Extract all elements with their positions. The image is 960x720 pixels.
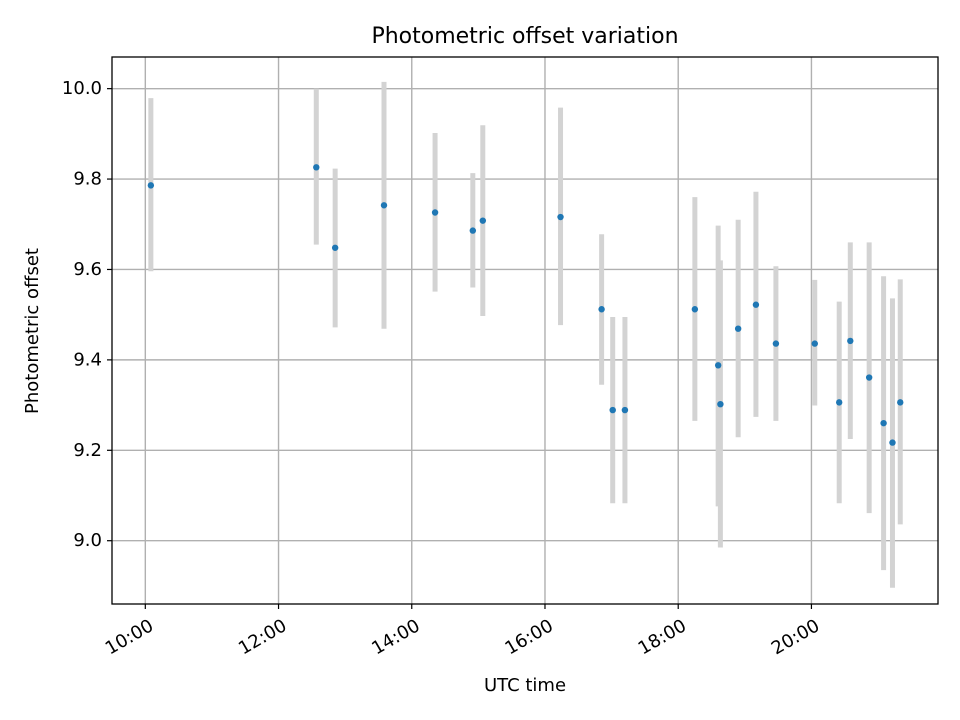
data-points [147,164,904,446]
x-axis-label: UTC time [484,675,566,696]
data-point [772,340,780,347]
data-point [847,337,854,345]
data-point [835,399,843,406]
plot-frame [111,56,939,605]
data-point [865,374,873,381]
y-axis-ticks: 9.0 9.2 9.4 9.6 9.8 10.0 [62,78,112,551]
y-axis-label: Photometric offset [22,248,43,414]
y-tick-label: 9.4 [73,349,102,370]
data-point [691,306,699,313]
y-tick-label: 9.2 [73,440,102,461]
data-point [752,301,760,308]
data-point [313,164,320,171]
data-point [147,182,155,189]
y-tick-label: 10.0 [62,78,102,99]
data-point [598,306,605,313]
data-point [557,213,564,221]
data-point [431,209,439,216]
data-point [331,244,339,251]
data-point [479,217,487,224]
data-point [621,406,629,414]
grid [112,57,938,604]
data-point [734,325,742,332]
y-tick-label: 9.6 [73,259,102,280]
data-point [897,399,904,406]
data-point [717,400,724,408]
data-point [889,439,896,446]
y-tick-label: 9.8 [73,169,102,190]
data-point [714,362,722,369]
data-point [811,340,818,347]
data-point [380,202,388,209]
data-point [609,406,616,414]
y-tick-label: 9.0 [73,530,102,551]
chart-title: Photometric offset variation [371,24,678,49]
data-point [469,227,477,234]
data-point [880,419,887,427]
